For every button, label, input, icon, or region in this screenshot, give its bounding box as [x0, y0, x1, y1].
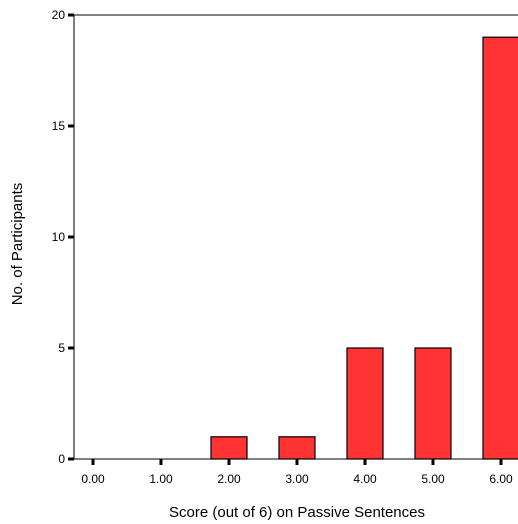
x-tick-label-1.00: 1.00 — [149, 472, 173, 486]
y-tick-label-15: 15 — [52, 119, 66, 133]
bars-group — [210, 36, 518, 460]
x-tick-label-0.00: 0.00 — [81, 472, 105, 486]
bar-4.00 — [346, 347, 384, 460]
y-tick-label-5: 5 — [58, 341, 65, 355]
bar-3.00 — [278, 436, 316, 460]
bar-6.00 — [482, 36, 518, 460]
x-tick-label-5.00: 5.00 — [421, 472, 445, 486]
y-axis-title: No. of Participants — [9, 183, 26, 306]
x-ticks-group: 0.00 1.00 2.00 3.00 4.00 5.00 6.00 — [81, 459, 513, 486]
y-ticks-group: 0 5 10 15 20 — [52, 8, 74, 466]
x-axis-title: Score (out of 6) on Passive Sentences — [169, 504, 425, 521]
x-tick-label-6.00: 6.00 — [489, 472, 513, 486]
bar-2.00 — [210, 436, 248, 460]
x-tick-label-3.00: 3.00 — [285, 472, 309, 486]
y-tick-label-10: 10 — [52, 230, 66, 244]
x-tick-label-4.00: 4.00 — [353, 472, 377, 486]
x-tick-label-2.00: 2.00 — [217, 472, 241, 486]
bar-5.00 — [414, 347, 452, 460]
y-tick-label-20: 20 — [52, 8, 66, 22]
y-tick-label-0: 0 — [58, 452, 65, 466]
